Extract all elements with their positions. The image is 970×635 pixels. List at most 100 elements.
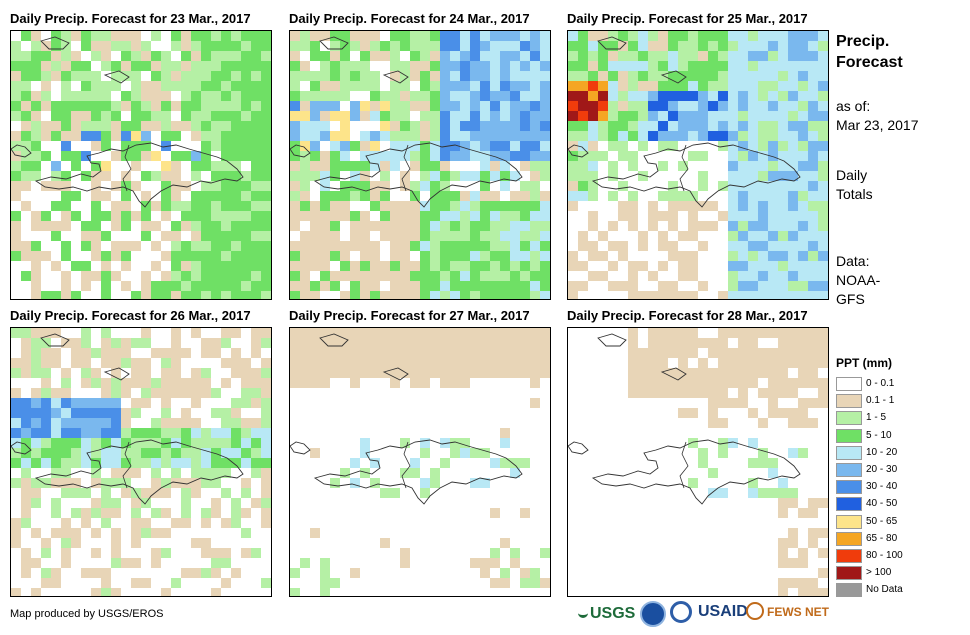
precip-cell: [808, 261, 818, 271]
precip-cell: [211, 201, 221, 211]
precip-cell: [798, 368, 808, 378]
precip-cell: [768, 141, 778, 151]
precip-cell: [738, 201, 748, 211]
precip-cell: [31, 61, 41, 71]
precip-cell: [31, 31, 41, 41]
precip-cell: [360, 171, 370, 181]
precip-cell: [290, 251, 300, 261]
precip-cell: [688, 81, 698, 91]
precip-cell: [300, 111, 310, 121]
precip-cell: [818, 388, 828, 398]
precip-cell: [71, 121, 81, 131]
precip-cell: [211, 231, 221, 241]
legend-swatch: [836, 480, 862, 495]
precip-cell: [608, 131, 618, 141]
precip-cell: [410, 328, 420, 338]
precip-cell: [658, 211, 668, 221]
precip-cell: [778, 141, 788, 151]
precip-cell: [628, 388, 638, 398]
precip-cell: [171, 61, 181, 71]
precip-cell: [81, 518, 91, 528]
precip-cell: [61, 151, 71, 161]
precip-cell: [91, 458, 101, 468]
precip-cell: [161, 448, 171, 458]
precip-cell: [788, 528, 798, 538]
precip-cell: [31, 528, 41, 538]
precip-cell: [21, 568, 31, 578]
precip-cell: [251, 428, 261, 438]
precip-cell: [798, 221, 808, 231]
precip-cell: [568, 131, 578, 141]
precip-cell: [261, 161, 271, 171]
precip-cell: [808, 498, 818, 508]
precip-cell: [728, 221, 738, 231]
precip-cell: [778, 111, 788, 121]
precip-cell: [261, 448, 271, 458]
precip-cell: [708, 408, 718, 418]
precip-cell: [161, 191, 171, 201]
precip-cell: [221, 438, 231, 448]
precip-cell: [370, 101, 380, 111]
precip-cell: [300, 101, 310, 111]
precip-cell: [261, 518, 271, 528]
precip-cell: [758, 121, 768, 131]
precip-cell: [91, 438, 101, 448]
usgs-logo: USGS: [578, 603, 635, 623]
coastline: [597, 36, 687, 84]
precip-cell: [460, 91, 470, 101]
precip-cell: [310, 358, 320, 368]
precip-cell: [628, 328, 638, 338]
precip-cell: [121, 388, 131, 398]
precip-cell: [510, 281, 520, 291]
precip-cell: [648, 221, 658, 231]
precip-cell: [430, 328, 440, 338]
precip-cell: [758, 368, 768, 378]
precip-cell: [758, 41, 768, 51]
precip-cell: [101, 578, 111, 588]
precip-cell: [490, 81, 500, 91]
precip-cell: [31, 261, 41, 271]
precip-cell: [11, 151, 21, 161]
precip-cell: [798, 558, 808, 568]
precip-cell: [231, 498, 241, 508]
precip-cell: [470, 358, 480, 368]
precip-cell: [658, 348, 668, 358]
precip-cell: [111, 101, 121, 111]
precip-cell: [768, 81, 778, 91]
precip-cell: [81, 71, 91, 81]
precip-cell: [11, 328, 21, 338]
precip-cell: [658, 358, 668, 368]
precip-cell: [510, 71, 520, 81]
precip-cell: [500, 438, 510, 448]
precip-cell: [788, 131, 798, 141]
precip-cell: [61, 91, 71, 101]
precip-cell: [390, 271, 400, 281]
precip-cell: [798, 231, 808, 241]
precip-cell: [758, 261, 768, 271]
precip-cell: [91, 348, 101, 358]
precip-cell: [221, 251, 231, 261]
precip-cell: [41, 291, 51, 299]
precip-cell: [390, 368, 400, 378]
precip-cell: [91, 378, 101, 388]
precip-cell: [161, 131, 171, 141]
precip-cell: [480, 101, 490, 111]
precip-cell: [420, 41, 430, 51]
precip-cell: [510, 61, 520, 71]
precip-cell: [141, 528, 151, 538]
precip-cell: [430, 231, 440, 241]
precip-cell: [500, 141, 510, 151]
precip-cell: [241, 91, 251, 101]
precip-cell: [31, 41, 41, 51]
precip-cell: [460, 328, 470, 338]
precip-cell: [608, 141, 618, 151]
precip-cell: [61, 488, 71, 498]
precip-cell: [420, 338, 430, 348]
precip-cell: [738, 281, 748, 291]
precip-cell: [51, 131, 61, 141]
precip-cell: [470, 91, 480, 101]
precip-cell: [241, 181, 251, 191]
precip-cell: [798, 408, 808, 418]
precip-cell: [251, 498, 261, 508]
precip-cell: [360, 348, 370, 358]
